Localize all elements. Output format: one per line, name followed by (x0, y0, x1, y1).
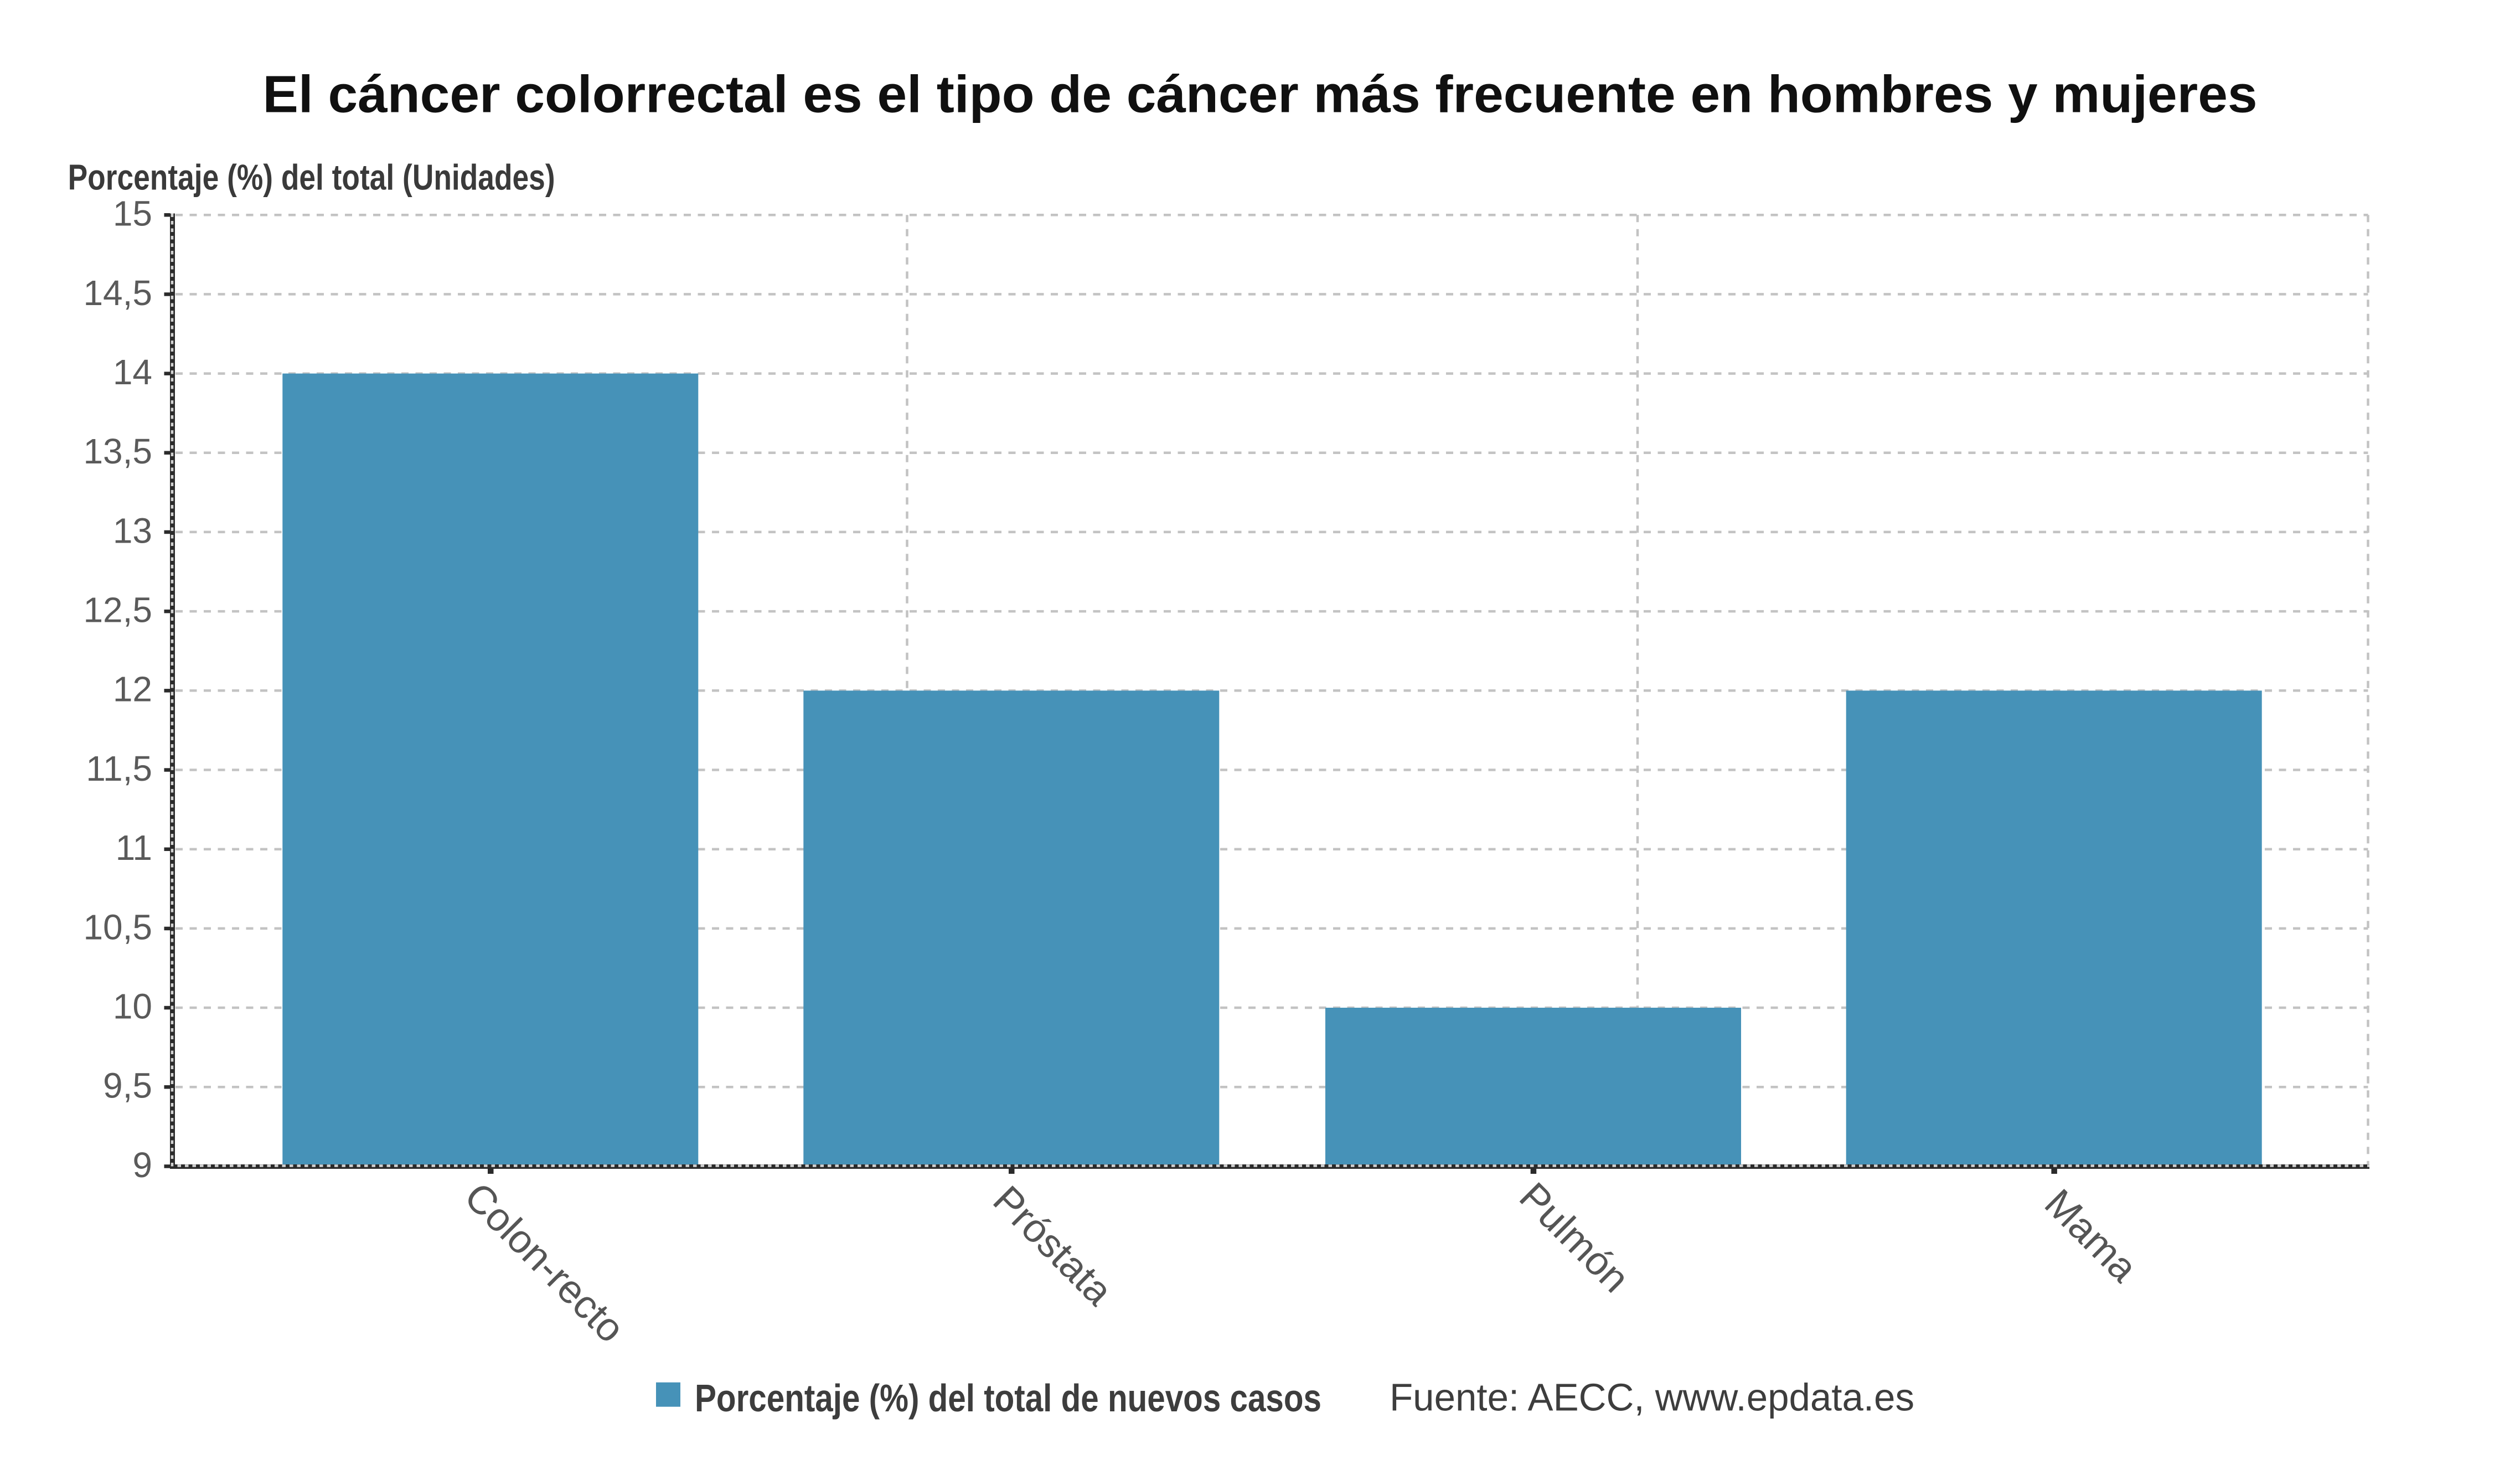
svg-text:Porcentaje (%) del total de nu: Porcentaje (%) del total de nuevos casos (695, 1376, 1321, 1420)
svg-text:9,5: 9,5 (103, 1066, 152, 1106)
svg-text:Porcentaje (%) del total (Unid: Porcentaje (%) del total (Unidades) (68, 157, 555, 197)
svg-text:Fuente: AECC, www.epdata.es: Fuente: AECC, www.epdata.es (1390, 1376, 1914, 1419)
svg-text:11: 11 (116, 828, 152, 868)
svg-text:9: 9 (132, 1145, 152, 1185)
svg-text:10,5: 10,5 (83, 907, 152, 947)
svg-text:14,5: 14,5 (83, 273, 152, 313)
svg-text:11,5: 11,5 (86, 749, 152, 788)
svg-text:10: 10 (113, 986, 152, 1026)
svg-text:12,5: 12,5 (83, 590, 152, 630)
svg-text:12: 12 (113, 669, 152, 709)
svg-text:13,5: 13,5 (83, 431, 152, 471)
svg-text:El cáncer colorrectal es el ti: El cáncer colorrectal es el tipo de cánc… (263, 65, 2258, 124)
svg-text:14: 14 (113, 352, 152, 392)
svg-text:13: 13 (113, 510, 152, 550)
svg-text:15: 15 (113, 194, 152, 234)
